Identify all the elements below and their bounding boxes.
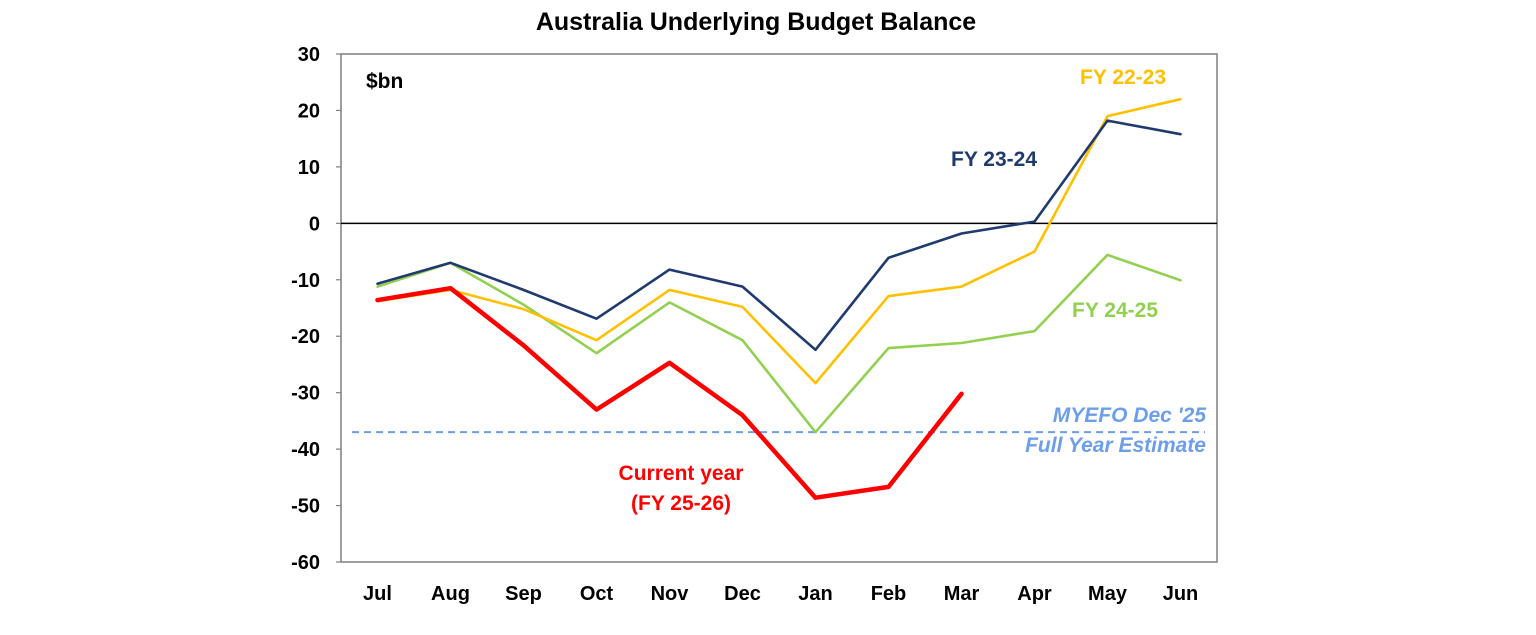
series-label-current-year-fy-25-26: Current year (FY 25-26) [619, 462, 744, 515]
series-label-line: FY 22-23 [1080, 66, 1166, 89]
y-tick-label: -30 [291, 383, 320, 405]
series-line-fy-24-25 [376, 253, 1182, 434]
series-label-line: FY 23-24 [951, 148, 1037, 171]
series-label-line: (FY 25-26) [631, 492, 731, 515]
x-tick-label-mar: Mar [944, 583, 980, 605]
y-tick-label: -40 [291, 439, 320, 461]
series-line-current-year-fy-25-26 [375, 285, 964, 500]
y-tick-label: 10 [298, 157, 320, 179]
axes-layer: 30 20 10 0 -10 -20 -30 -40 -50 -60 Jul Aug Sep Oct Nov… [291, 44, 1217, 605]
y-tick-label: -60 [291, 552, 320, 574]
y-tick-label: -50 [291, 496, 320, 518]
x-tick-label-feb: Feb [871, 583, 907, 605]
chart-area-background [282, 0, 1518, 608]
x-tick-label-jun: Jun [1163, 583, 1199, 605]
unit-label: $bn [366, 70, 403, 93]
x-tick-label-aug: Aug [431, 583, 470, 605]
x-tick-label-sep: Sep [505, 583, 542, 605]
x-tick-label-dec: Dec [724, 583, 761, 605]
plot-frame [340, 53, 1218, 563]
series-layer [375, 97, 1182, 500]
series-label-fy-24-25: FY 24-25 [1072, 299, 1158, 322]
series-line-fy-23-24 [376, 119, 1182, 352]
series-line-fy-22-23 [376, 97, 1182, 385]
series-label-fy-23-24: FY 23-24 [951, 148, 1037, 171]
series-label-line: Current year [619, 462, 744, 485]
y-tick-label: 0 [309, 213, 320, 235]
x-tick-label-oct: Oct [580, 583, 614, 605]
x-tick-label-may: May [1088, 583, 1128, 605]
reference-layer: MYEFO Dec '25 Full Year Estimate [352, 404, 1206, 457]
myefo-label-line: MYEFO Dec '25 [1053, 404, 1207, 427]
series-label-line: FY 24-25 [1072, 299, 1158, 322]
myefo-label-line: Full Year Estimate [1025, 434, 1206, 457]
x-tick-label-jul: Jul [363, 583, 392, 605]
x-tick-label-nov: Nov [651, 583, 690, 605]
chart-title: Australia Underlying Budget Balance [536, 8, 976, 36]
series-label-layer: FY 22-23 FY 23-24 FY 24-25 Current year (FY … [619, 66, 1166, 515]
y-tick-label: -20 [291, 326, 320, 348]
x-tick-label-apr: Apr [1017, 583, 1052, 605]
series-label-fy-22-23: FY 22-23 [1080, 66, 1166, 89]
x-tick-label-jan: Jan [798, 583, 832, 605]
y-tick-label: -10 [291, 270, 320, 292]
y-tick-label: 20 [298, 100, 320, 122]
myefo-reference-label: MYEFO Dec '25 Full Year Estimate [1025, 404, 1206, 457]
y-tick-label: 30 [298, 44, 320, 66]
